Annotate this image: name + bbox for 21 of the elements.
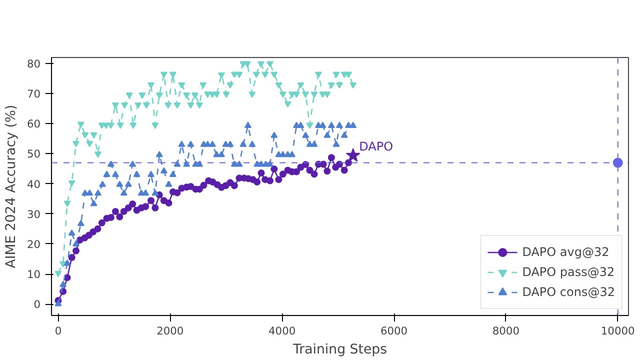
y-tick-label: 10 <box>26 268 41 282</box>
x-tick-label: 6000 <box>380 324 408 338</box>
y-tick-label: 40 <box>26 178 41 191</box>
y-tick-label: 80 <box>26 58 41 71</box>
x-tick-label: 4000 <box>268 324 296 338</box>
y-tick-label: 50 <box>26 148 41 161</box>
y-tick-label: 0 <box>34 298 41 312</box>
legend-label: DAPO pass@32 <box>522 265 615 279</box>
x-tick-label: 8000 <box>492 324 520 338</box>
x-tick-label: 2000 <box>156 324 184 338</box>
annotation: DAPO <box>359 140 394 154</box>
y-axis-title: AIME 2024 Accuracy (%) <box>4 104 19 268</box>
x-axis-title: Training Steps <box>292 342 388 358</box>
legend-label: DAPO cons@32 <box>522 285 615 299</box>
y-tick-label: 30 <box>26 208 41 221</box>
x-tick-label: 10000 <box>600 324 636 338</box>
legend-label: DAPO avg@32 <box>522 245 610 259</box>
y-tick-label: 60 <box>26 118 41 131</box>
y-tick-label: 20 <box>26 238 41 251</box>
y-tick-label: 70 <box>26 88 41 101</box>
x-tick-label: 0 <box>54 324 62 338</box>
